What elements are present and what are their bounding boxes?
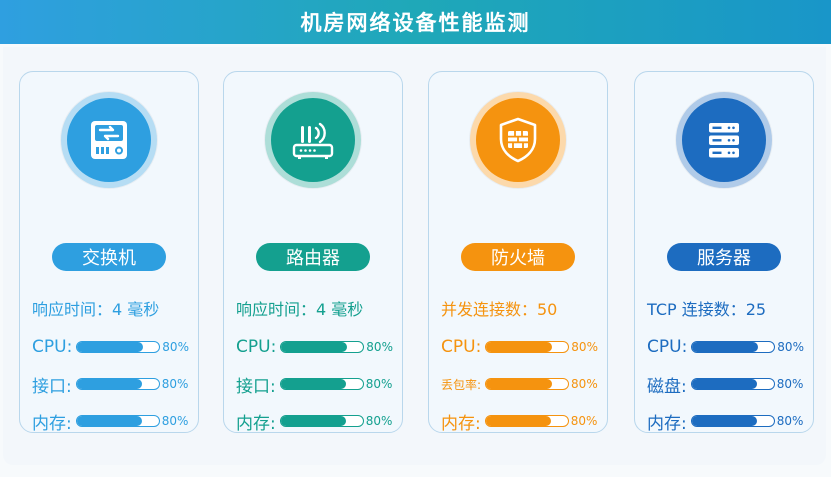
metric-row-cpu: CPU: 80% (647, 335, 809, 359)
progress-fill (691, 379, 758, 389)
switch-icon (61, 92, 157, 188)
metric-row-cpu: CPU: 80% (32, 335, 194, 359)
metric-row-memory: 内存: 80% (236, 409, 398, 434)
device-card-switch[interactable]: 交换机 响应时间：4 毫秒 CPU: 80% 接口: 80% 内存: 80% (19, 71, 199, 434)
page-title: 机房网络设备性能监测 (300, 11, 531, 35)
progress-bar (690, 378, 775, 390)
dashboard-panel: 交换机 响应时间：4 毫秒 CPU: 80% 接口: 80% 内存: 80% (0, 44, 831, 477)
device-card-firewall[interactable]: 防火墙 并发连接数：50 CPU: 80% 丢包率: 80% 内存: 80% (428, 71, 608, 434)
tcp-connections-text: TCP 连接数：25 (647, 300, 767, 319)
metric-row-disk: 磁盘: 80% (647, 372, 809, 397)
metric-percent: 80% (162, 340, 189, 354)
metric-percent: 80% (570, 414, 598, 428)
progress-fill (76, 416, 143, 426)
progress-bar (691, 341, 776, 353)
metric-row-packet-loss: 丢包率: 80% (441, 372, 603, 396)
metric-label: CPU: (236, 337, 277, 357)
progress-fill (77, 342, 143, 352)
metric-row-cpu: CPU: 80% (236, 335, 398, 359)
metric-label: 丢包率: (441, 377, 482, 392)
progress-bar (75, 378, 160, 390)
metric-row-cpu: CPU: 80% (441, 335, 603, 359)
metric-label: 内存: (647, 413, 687, 434)
device-card-router[interactable]: 路由器 响应时间：4 毫秒 CPU: 80% 接口: 80% 内存: 80% (223, 71, 403, 434)
progress-bar (279, 378, 364, 390)
metric-row-memory: 内存: 80% (32, 409, 194, 434)
progress-fill (486, 379, 552, 389)
progress-fill (692, 342, 758, 352)
progress-fill (280, 416, 347, 426)
progress-fill (486, 342, 552, 352)
response-time-text: 响应时间：4 毫秒 (32, 300, 160, 319)
metric-percent: 80% (776, 377, 804, 391)
progress-bar (279, 415, 364, 427)
metric-percent: 80% (365, 377, 393, 391)
device-name-pill: 防火墙 (461, 243, 575, 271)
metric-label: CPU: (441, 337, 482, 357)
metric-percent: 80% (161, 377, 189, 391)
progress-bar (690, 415, 775, 427)
metric-percent: 80% (365, 414, 393, 428)
metric-label: 内存: (236, 413, 276, 434)
device-card-server[interactable]: 服务器 TCP 连接数：25 CPU: 80% 磁盘: 80% 内存: 80% (634, 71, 814, 434)
server-rack-icon (676, 92, 772, 188)
progress-bar (484, 415, 569, 427)
progress-fill (691, 416, 758, 426)
metric-row-interface: 接口: 80% (32, 372, 194, 397)
progress-fill (485, 416, 552, 426)
metric-label: 接口: (32, 376, 72, 397)
device-name-pill: 交换机 (52, 243, 166, 271)
metric-label: CPU: (32, 337, 73, 357)
metric-row-memory: 内存: 80% (647, 409, 809, 434)
progress-bar (485, 341, 570, 353)
metric-label: 内存: (441, 413, 481, 434)
metric-label: CPU: (647, 337, 688, 357)
metric-percent: 80% (777, 340, 804, 354)
metric-percent: 80% (571, 340, 598, 354)
response-time-text: 响应时间：4 毫秒 (236, 300, 364, 319)
metric-percent: 80% (161, 414, 189, 428)
metric-percent: 80% (776, 414, 804, 428)
progress-bar (76, 341, 161, 353)
progress-bar (485, 378, 570, 390)
concurrent-connections-text: 并发连接数：50 (441, 300, 558, 319)
device-name-pill: 服务器 (667, 243, 781, 271)
progress-bar (280, 341, 365, 353)
router-icon (265, 92, 361, 188)
page-header: 机房网络设备性能监测 (0, 0, 831, 44)
metric-label: 磁盘: (647, 376, 687, 397)
progress-bar (75, 415, 160, 427)
device-name-pill: 路由器 (256, 243, 370, 271)
firewall-shield-icon (470, 92, 566, 188)
progress-fill (76, 379, 143, 389)
metric-label: 接口: (236, 376, 276, 397)
progress-fill (280, 379, 347, 389)
progress-fill (281, 342, 347, 352)
dashboard-panel-inner: 交换机 响应时间：4 毫秒 CPU: 80% 接口: 80% 内存: 80% (3, 47, 826, 465)
metric-row-interface: 接口: 80% (236, 372, 398, 397)
metric-percent: 80% (571, 377, 598, 391)
metric-row-memory: 内存: 80% (441, 409, 603, 434)
metric-label: 内存: (32, 413, 72, 434)
metric-percent: 80% (366, 340, 393, 354)
